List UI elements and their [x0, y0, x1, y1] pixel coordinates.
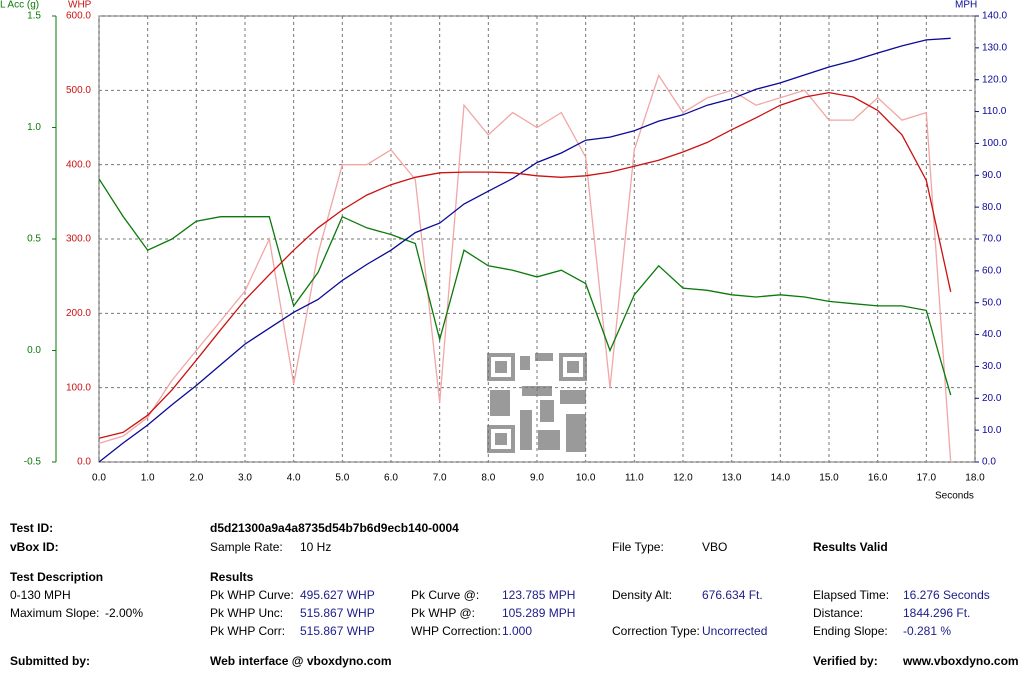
- y2-tick-label: 20.0: [982, 393, 1002, 404]
- value: 123.785 MPH: [502, 588, 576, 602]
- label: Elapsed Time:: [813, 588, 890, 602]
- label: Maximum Slope:: [10, 606, 100, 620]
- x-axis-title: Seconds: [935, 491, 974, 502]
- y2-tick-label: 40.0: [982, 329, 1002, 340]
- value: Uncorrected: [702, 624, 768, 638]
- value: 515.867 WHP: [300, 606, 375, 620]
- value: 515.867 WHP: [300, 624, 375, 638]
- x-tick-label: 13.0: [722, 473, 742, 484]
- label: Pk WHP Corr:: [210, 624, 286, 638]
- label: Test ID:: [10, 521, 54, 535]
- y3-tick-label: -0.5: [24, 457, 42, 468]
- x-tick-label: 0.0: [92, 473, 106, 484]
- y2-tick-label: 80.0: [982, 202, 1002, 213]
- label: Pk WHP @:: [411, 606, 475, 620]
- status: Results Valid: [813, 540, 888, 554]
- y3-tick-label: 0.5: [27, 234, 41, 245]
- x-tick-label: 3.0: [238, 473, 252, 484]
- y-tick-label: 500.0: [66, 85, 91, 96]
- value: Web interface @ vboxdyno.com: [210, 654, 392, 668]
- value: www.vboxdyno.com: [903, 654, 1019, 668]
- value: 10 Hz: [300, 540, 332, 554]
- x-tick-label: 14.0: [771, 473, 791, 484]
- label: Verified by:: [813, 654, 878, 668]
- qr-code-centers: [495, 361, 579, 445]
- label: WHP Correction:: [411, 624, 501, 638]
- y2-tick-label: 60.0: [982, 265, 1002, 276]
- label: Submitted by:: [10, 654, 90, 668]
- label: Correction Type:: [612, 624, 700, 638]
- x-tick-label: 11.0: [625, 473, 644, 484]
- y3-axis-title: L Acc (g): [0, 0, 39, 11]
- x-tick-label: 7.0: [433, 473, 447, 484]
- value: 105.289 MPH: [502, 606, 576, 620]
- x-tick-label: 16.0: [868, 473, 888, 484]
- y3-tick-label: 1.5: [27, 11, 41, 22]
- label: File Type:: [612, 540, 664, 554]
- y2-tick-label: 50.0: [982, 297, 1002, 308]
- label: Density Alt:: [612, 588, 673, 602]
- x-tick-label: 8.0: [481, 473, 495, 484]
- value: d5d21300a9a4a8735d54b7b6d9ecb140-0004: [210, 521, 459, 535]
- x-tick-label: 10.0: [576, 473, 596, 484]
- y2-tick-label: 130.0: [982, 42, 1007, 53]
- y2-tick-label: 90.0: [982, 170, 1002, 181]
- chart: L Acc (g) WHP MPH Seconds 0.0 1.0 2.0 3.0 4.…: [0, 0, 1007, 502]
- y-tick-label: 300.0: [66, 234, 91, 245]
- x-tick-label: 1.0: [141, 473, 155, 484]
- heading: Results: [210, 570, 254, 584]
- y2-tick-label: 0.0: [982, 457, 996, 468]
- label: Sample Rate:: [210, 540, 283, 554]
- y-tick-label: 600.0: [66, 11, 91, 22]
- label: Pk WHP Curve:: [210, 588, 294, 602]
- value: 1.000: [502, 624, 533, 638]
- line-series: [98, 37, 951, 463]
- y2-tick-label: 110.0: [982, 106, 1007, 117]
- value: -2.00%: [105, 606, 144, 620]
- line-series: [98, 91, 952, 439]
- x-tick-label: 12.0: [673, 473, 693, 484]
- y2-tick-label: 70.0: [982, 234, 1002, 245]
- value: VBO: [702, 540, 728, 554]
- x-tick-label: 17.0: [917, 473, 937, 484]
- value: -0.281 %: [903, 624, 952, 638]
- x-tick-label: 6.0: [384, 473, 398, 484]
- x-tick-label: 4.0: [287, 473, 301, 484]
- value: 1844.296 Ft.: [903, 606, 971, 620]
- heading: Test Description: [10, 570, 104, 584]
- y2-tick-label: 30.0: [982, 361, 1002, 372]
- y-tick-label: 400.0: [66, 159, 91, 170]
- x-tick-label: 15.0: [819, 473, 839, 484]
- line-series: [98, 178, 952, 396]
- value: 16.276 Seconds: [903, 588, 990, 602]
- x-tick-label: 18.0: [965, 473, 985, 484]
- x-tick-label: 9.0: [530, 473, 544, 484]
- y-tick-label: 200.0: [66, 308, 91, 319]
- line-series: [98, 74, 952, 463]
- y2-tick-label: 120.0: [982, 74, 1007, 85]
- y-tick-label: 100.0: [66, 382, 91, 393]
- x-tick-label: 2.0: [189, 473, 203, 484]
- value: 676.634 Ft.: [702, 588, 763, 602]
- y-tick-label: 0.0: [77, 457, 91, 468]
- y3-tick-label: 0.0: [27, 345, 41, 356]
- label: Ending Slope:: [813, 624, 888, 638]
- y-axis-title: WHP: [68, 0, 92, 11]
- value: 0-130 MPH: [10, 588, 71, 602]
- y2-tick-label: 140.0: [982, 11, 1007, 22]
- label: vBox ID:: [10, 540, 59, 554]
- y2-axis-title: MPH: [955, 0, 977, 11]
- x-tick-label: 5.0: [335, 473, 349, 484]
- label: Distance:: [813, 606, 864, 620]
- y2-tick-label: 10.0: [982, 425, 1002, 436]
- y2-tick-label: 100.0: [982, 138, 1007, 149]
- label: Pk Curve @:: [411, 588, 480, 602]
- label: Pk WHP Unc:: [210, 606, 284, 620]
- value: 495.627 WHP: [300, 588, 375, 602]
- y3-tick-label: 1.0: [27, 122, 41, 133]
